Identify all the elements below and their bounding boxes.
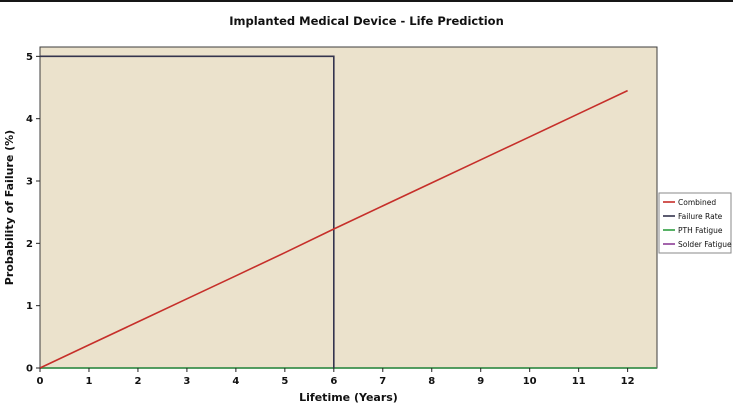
x-tick-label: 7 <box>379 376 386 387</box>
y-tick-label: 5 <box>26 52 33 63</box>
plot-background <box>39 46 658 369</box>
legend-box <box>658 192 732 254</box>
x-tick-label: 9 <box>477 376 484 387</box>
x-tick-label: 3 <box>183 376 190 387</box>
x-tick-label: 5 <box>281 376 288 387</box>
x-tick-label: 4 <box>232 376 239 387</box>
legend-label-failure-rate: Failure Rate <box>678 212 723 221</box>
y-tick-label: 0 <box>26 364 33 375</box>
x-tick-label: 10 <box>523 376 537 387</box>
y-tick-label: 3 <box>26 177 33 188</box>
y-tick-label: 2 <box>26 239 33 250</box>
chart-title: Implanted Medical Device - Life Predicti… <box>229 14 504 28</box>
y-axis-label: Probability of Failure (%) <box>3 130 16 285</box>
x-tick-label: 0 <box>37 376 44 387</box>
x-tick-label: 1 <box>85 376 92 387</box>
y-tick-label: 4 <box>26 114 33 125</box>
legend-label-solder-fatigue: Solder Fatigue <box>678 240 732 249</box>
legend-label-pth-fatigue: PTH Fatigue <box>678 226 723 235</box>
x-tick-label: 11 <box>572 376 586 387</box>
x-axis-label: Lifetime (Years) <box>299 391 398 404</box>
legend-label-combined: Combined <box>678 198 716 207</box>
x-tick-label: 12 <box>621 376 635 387</box>
series-line-combined <box>39 89 628 369</box>
x-tick-label: 8 <box>428 376 435 387</box>
x-tick-label: 6 <box>330 376 337 387</box>
y-tick-label: 1 <box>26 301 33 312</box>
x-tick-label: 2 <box>134 376 141 387</box>
series-line-failure-rate <box>40 55 335 368</box>
